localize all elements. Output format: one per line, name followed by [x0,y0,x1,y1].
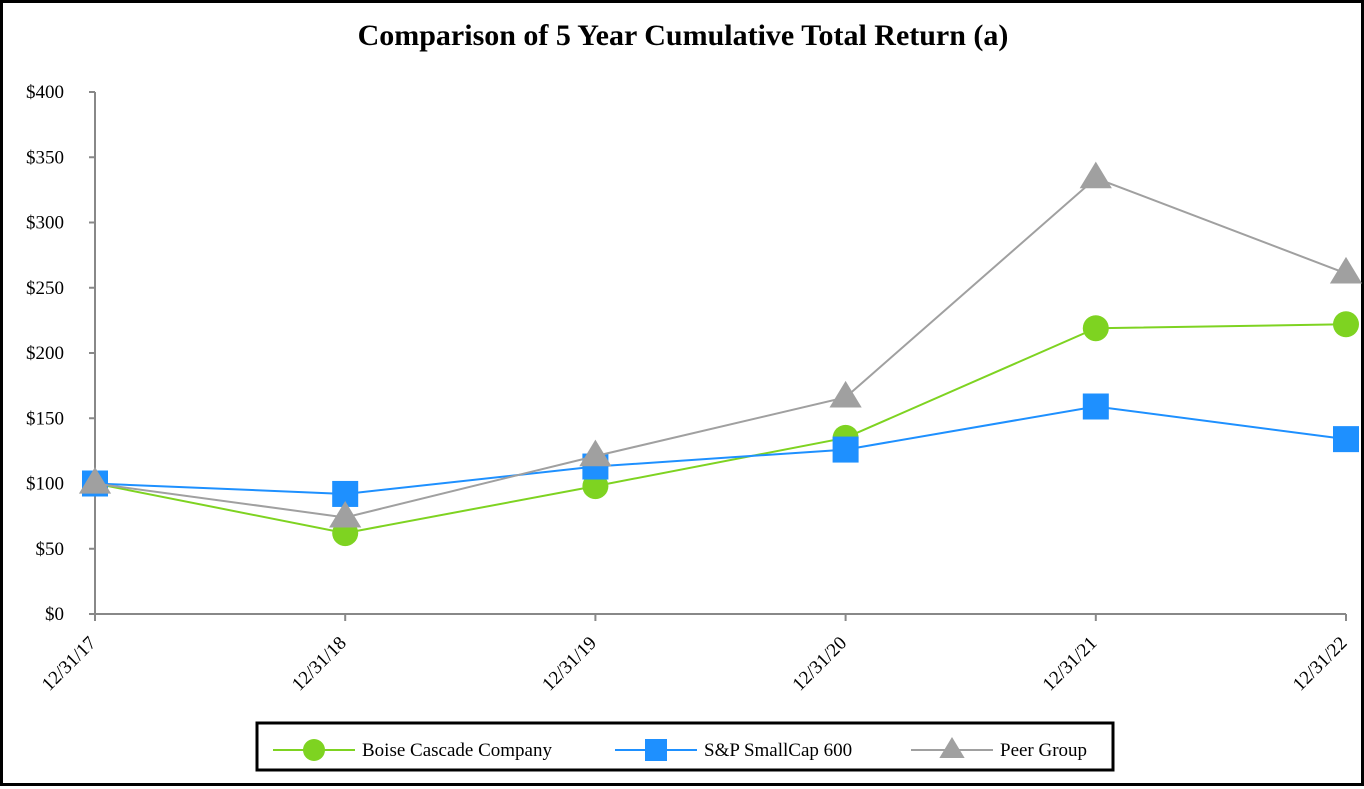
axes: $0 $50 $100 $150 $200 $250 $300 $350 $400 12/31/1… [26,82,1352,695]
legend-item: Peer Group [911,737,1087,761]
legend-label: Peer Group [1000,740,1087,761]
series-s-p-smallcap-600 [82,393,1359,507]
data-point [1082,315,1109,342]
legend: Boise Cascade Company S&P SmallCap 600 Pee… [255,721,1115,772]
data-point [1329,256,1363,284]
legend-label: S&P SmallCap 600 [704,740,852,761]
y-tick-label: $100 [26,474,64,495]
x-tick-label: 12/31/21 [1039,633,1102,696]
data-point [1082,393,1109,420]
data-point [579,439,612,467]
series-boise-cascade-company [82,311,1359,547]
data-point [329,500,362,528]
y-tick-label: $250 [26,278,64,299]
legend-label: Boise Cascade Company [362,740,552,761]
series-line [94,176,1347,519]
chart-title: Comparison of 5 Year Cumulative Total Re… [358,19,1009,52]
y-tick-label: $150 [26,408,64,429]
data-point [1079,161,1112,189]
data-point [832,436,859,463]
x-tick-label: 12/31/20 [789,633,852,696]
series-layer [78,161,1363,547]
x-tick-label: 12/31/18 [288,633,351,696]
series-line [94,405,1347,495]
y-tick-label: $50 [36,539,65,560]
legend-marker [303,739,325,761]
y-tick-label: $300 [26,213,64,234]
legend-item: Boise Cascade Company [273,739,552,761]
legend-marker [645,739,667,761]
data-point [78,467,112,494]
chart-svg: Comparison of 5 Year Cumulative Total Re… [26,19,1363,772]
x-tick-label: 12/31/17 [38,633,101,696]
y-tick-label: $400 [26,82,64,103]
data-point [1333,426,1359,453]
y-tick-label: $350 [26,147,64,168]
data-point [1333,311,1359,338]
x-tick-label: 12/31/19 [538,633,601,696]
series-peer-group [78,161,1363,528]
x-tick-label: 12/31/22 [1289,633,1352,696]
legend-box [255,721,1115,772]
data-point [829,380,862,408]
series-line [94,323,1347,535]
y-tick-label: $0 [45,604,64,625]
data-point [582,473,609,500]
legend-marker [939,737,965,758]
legend-item: S&P SmallCap 600 [615,739,852,761]
y-tick-label: $200 [26,343,64,364]
